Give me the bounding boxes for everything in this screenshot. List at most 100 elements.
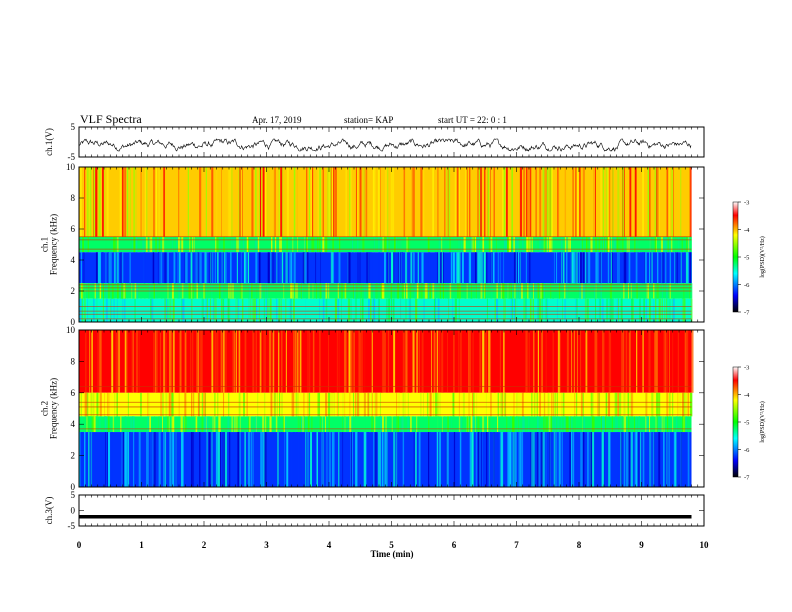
spectrum-streak [469, 416, 471, 433]
spectrum-streak [597, 392, 598, 417]
spectrum-streak [158, 167, 160, 237]
spectrum-streak [278, 167, 280, 237]
spectrum-streak [623, 167, 625, 237]
spectrum-streak [645, 298, 647, 322]
spectrum-streak [90, 392, 92, 417]
spectrum-streak [190, 298, 192, 322]
spectrum-streak [274, 392, 276, 417]
spectrum-streak [386, 432, 388, 487]
spectrum-streak [448, 298, 450, 322]
spectrum-streak [237, 392, 240, 417]
spectrum-streak [257, 167, 260, 237]
spectrum-streak [391, 416, 393, 433]
spectrum-streak [102, 252, 104, 284]
spectrum-streak [638, 298, 641, 322]
spectrum-streak [668, 298, 670, 322]
spectrum-streak [161, 252, 163, 284]
spectrum-streak [504, 392, 506, 417]
spectrum-streak [378, 330, 381, 393]
spectrum-streak [266, 416, 268, 433]
spectrum-streak [113, 236, 115, 253]
spectrum-streak [626, 236, 628, 253]
spectrum-streak [201, 416, 204, 433]
spectrum-streak [234, 330, 235, 393]
spectrum-streak [408, 298, 411, 322]
spectrum-streak [317, 236, 319, 253]
spectrum-streak [627, 392, 629, 417]
spectrum-streak [427, 392, 428, 417]
spectrum-streak [428, 432, 430, 487]
spectrum-streak [350, 330, 352, 393]
spectrum-streak [150, 236, 153, 253]
spectrum-streak [97, 392, 98, 417]
spectrum-streak [305, 298, 307, 322]
spectrum-streak [370, 167, 373, 237]
spectrum-streak [378, 252, 380, 284]
spectrum-streak [671, 167, 673, 237]
spectrum-streak [305, 432, 307, 487]
spectrum-streak [669, 330, 671, 393]
spectrum-streak [166, 236, 168, 253]
spectrum-streak [580, 432, 581, 487]
spectrum-streak [116, 236, 119, 253]
spectrum-streak [461, 252, 464, 284]
spectrum-streak [572, 432, 575, 487]
spectrum-streak [276, 298, 278, 322]
spectrum-streak [133, 330, 134, 393]
spectrum-streak [681, 236, 683, 253]
spectrum-streak [246, 392, 248, 417]
spectrum-streak [209, 252, 211, 284]
spectrum-streak [549, 167, 552, 237]
spectrum-streak [535, 298, 537, 322]
spectrum-streak [646, 416, 649, 433]
spectrum-streak [493, 167, 495, 237]
spectrum-streak [239, 416, 241, 433]
spectrum-streak [387, 330, 390, 393]
spectrum-streak [85, 392, 88, 417]
spectrum-streak [294, 330, 296, 393]
spectrum-streak [573, 392, 575, 417]
spectrum-streak [677, 298, 680, 322]
spectrum-streak [658, 432, 661, 487]
spectrum-streak [190, 236, 192, 253]
spectrum-streak [533, 392, 536, 417]
spectrum-streak [553, 432, 556, 487]
spectrum-streak [569, 432, 572, 487]
spectrum-streak [443, 298, 444, 322]
spectrum-streak [517, 252, 520, 284]
spectrum-streak [621, 236, 624, 253]
spectrum-streak [556, 252, 558, 284]
spectrum-streak [418, 416, 420, 433]
spectrum-streak [617, 167, 620, 237]
spectrum-streak [368, 252, 370, 284]
spectrum-streak [522, 416, 525, 433]
spectrum-streak [449, 236, 451, 253]
spectrum-streak [620, 416, 622, 433]
spectrum-streak [181, 432, 184, 487]
spectrum-streak [606, 252, 608, 284]
spectrum-streak [360, 298, 362, 322]
spectrum-streak [240, 167, 242, 237]
spectrum-streak [88, 432, 90, 487]
spectrum-streak [678, 392, 681, 417]
spectrum-streak [226, 298, 228, 322]
spectrum-streak [571, 167, 574, 237]
spectrum-streak [201, 392, 203, 417]
spectrum-streak [291, 392, 293, 417]
spectrum-streak [223, 252, 225, 284]
spectrum-streak [469, 252, 472, 284]
spectrum-streak [557, 330, 560, 393]
spectrum-streak [136, 236, 137, 253]
spectrum-streak [124, 298, 126, 322]
spectrum-streak [87, 416, 89, 433]
spectrum-streak [535, 330, 537, 393]
spectrum-streak [130, 416, 133, 433]
spectrum-streak [164, 167, 167, 237]
spectrum-streak [522, 236, 524, 253]
spectrum-streak [584, 298, 588, 322]
spectrum-streak [652, 252, 654, 284]
spectrum-streak [566, 416, 569, 433]
spectrum-streak [303, 252, 305, 284]
spectrum-streak [187, 298, 190, 322]
